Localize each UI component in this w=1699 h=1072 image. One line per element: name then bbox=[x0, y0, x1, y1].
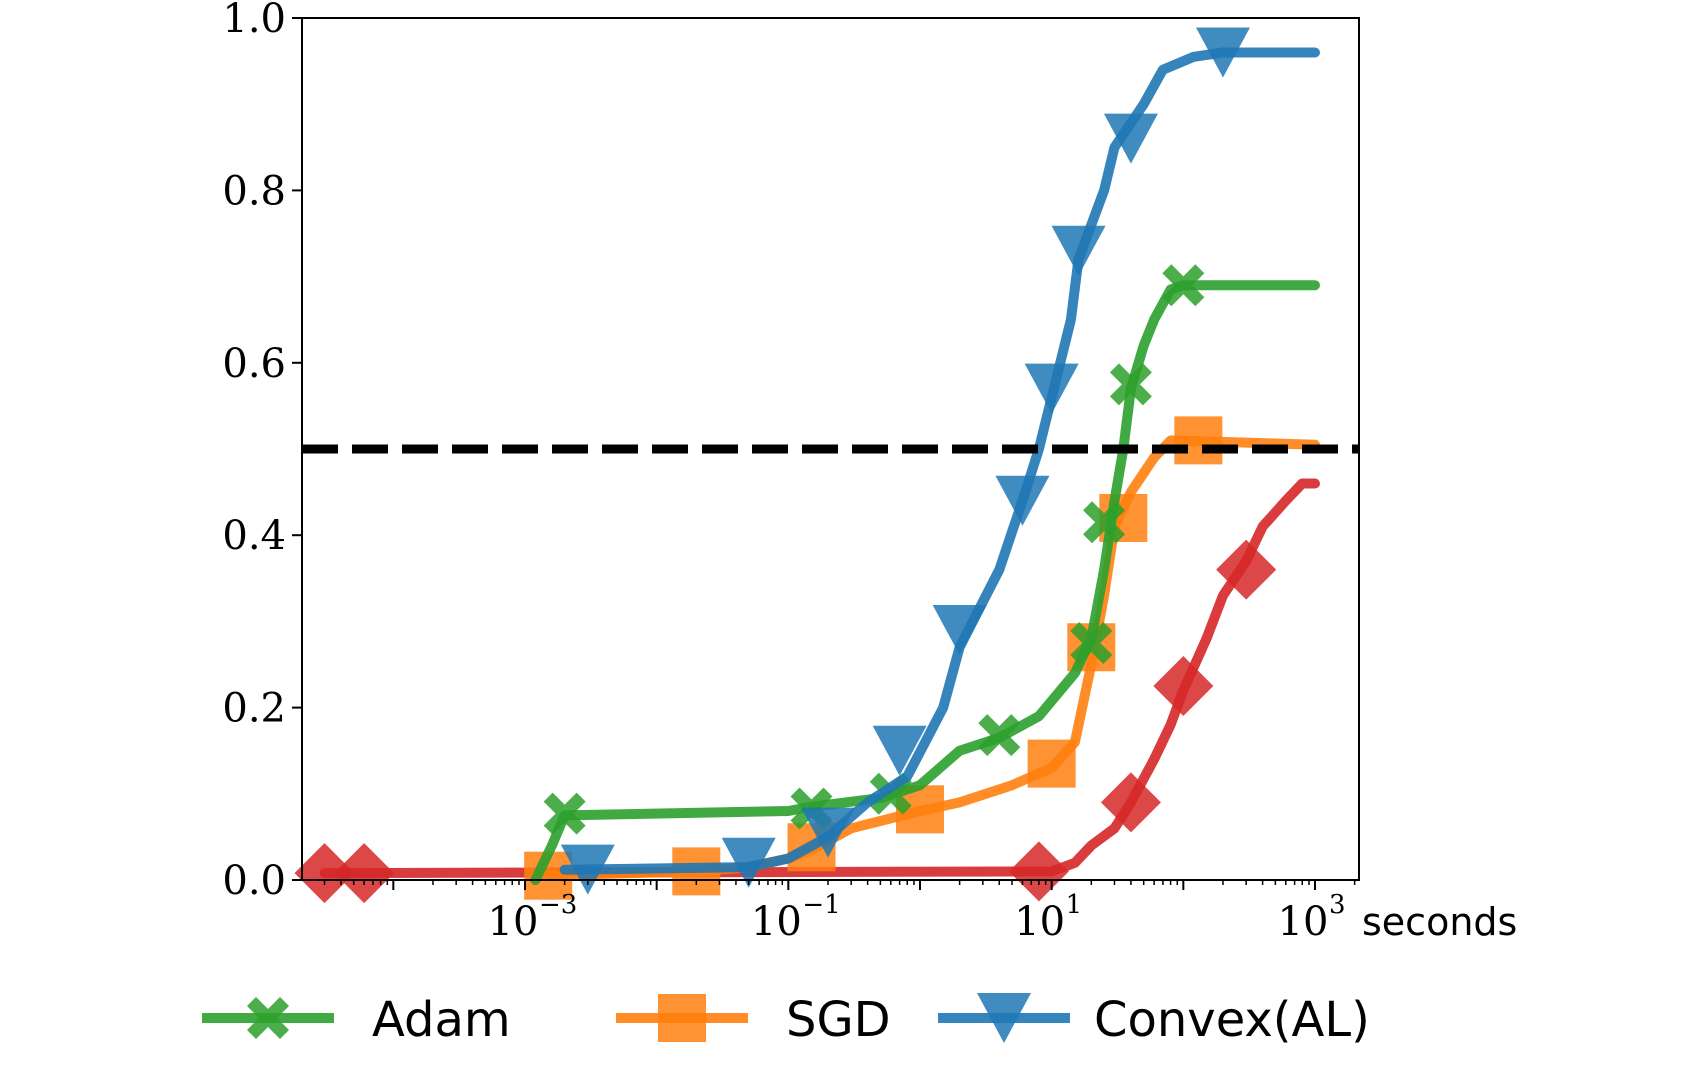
y-tick-label: 0.8 bbox=[222, 168, 286, 214]
x-axis-unit-label: seconds bbox=[1362, 900, 1517, 944]
series-series-4 bbox=[294, 478, 1320, 904]
data-point-convex-al-1 bbox=[560, 844, 615, 895]
data-point-series-4-2 bbox=[334, 843, 395, 904]
data-point-adam-5 bbox=[1070, 621, 1113, 664]
y-tick-label: 0.0 bbox=[222, 858, 286, 904]
x-tick-label: 10 1 bbox=[1014, 890, 1082, 945]
data-point-adam-7 bbox=[1109, 363, 1152, 406]
legend-item-sgd: SGD bbox=[616, 992, 891, 1048]
data-point-adam-1 bbox=[543, 792, 586, 835]
legend-marker bbox=[977, 993, 1031, 1043]
data-point-sgd-5 bbox=[1027, 739, 1076, 788]
data-point-series-4-4 bbox=[1100, 772, 1161, 833]
x-tick-label: 10 3 bbox=[1278, 890, 1346, 945]
data-point-convex-al-6 bbox=[995, 475, 1050, 526]
legend-item-adam: Adam bbox=[202, 992, 511, 1048]
series-convex-al bbox=[559, 27, 1320, 895]
data-point-convex-al-5 bbox=[932, 605, 987, 656]
x-tick-base: 10 bbox=[488, 899, 539, 945]
x-tick-base: 10 bbox=[1014, 899, 1065, 945]
y-tick-label: 0.6 bbox=[222, 341, 286, 387]
data-point-series-4-1 bbox=[294, 843, 355, 904]
legend-label: Convex(AL) bbox=[1094, 992, 1370, 1048]
x-tick-exponent: −1 bbox=[802, 890, 840, 920]
data-point-convex-al-7 bbox=[1024, 363, 1079, 414]
axis-layer: 0.00.20.40.60.81.010 −3 10 −1 10 1 10 3 bbox=[222, 0, 1356, 945]
series-line-adam bbox=[530, 280, 1320, 885]
x-tick-base: 10 bbox=[1278, 899, 1329, 945]
data-point-convex-al-10 bbox=[1195, 27, 1250, 78]
legend: Adam SGD Convex(AL) bbox=[202, 992, 1370, 1048]
data-point-convex-al-8 bbox=[1051, 225, 1106, 276]
data-point-adam-4 bbox=[978, 714, 1021, 757]
data-point-convex-al-3 bbox=[800, 807, 855, 858]
legend-marker bbox=[247, 997, 289, 1039]
legend-marker bbox=[658, 994, 706, 1042]
x-tick-exponent: −3 bbox=[539, 890, 577, 920]
x-tick-exponent: 3 bbox=[1329, 890, 1346, 920]
legend-label: Adam bbox=[372, 992, 511, 1048]
legend-label: SGD bbox=[786, 992, 891, 1048]
data-point-adam-6 bbox=[1083, 501, 1126, 544]
data-point-series-4-5 bbox=[1153, 656, 1214, 717]
legend-item-convex-al: Convex(AL) bbox=[938, 992, 1370, 1048]
data-point-series-4-3 bbox=[1008, 841, 1069, 902]
data-point-series-4-6 bbox=[1216, 539, 1277, 600]
plot-frame bbox=[301, 17, 1360, 881]
data-point-convex-al-9 bbox=[1103, 113, 1158, 164]
series-layer bbox=[294, 27, 1320, 904]
data-point-convex-al-4 bbox=[872, 725, 927, 776]
x-tick-label: 10 −3 bbox=[488, 890, 578, 945]
y-tick-label: 0.2 bbox=[222, 686, 286, 732]
data-point-adam-8 bbox=[1162, 264, 1205, 307]
data-point-convex-al-2 bbox=[721, 837, 776, 888]
x-tick-label: 10 −1 bbox=[751, 890, 841, 945]
y-tick-label: 0.4 bbox=[222, 513, 286, 559]
data-point-sgd-8 bbox=[1174, 416, 1223, 465]
x-tick-exponent: 1 bbox=[1066, 890, 1083, 920]
x-tick-base: 10 bbox=[751, 899, 802, 945]
y-tick-label: 1.0 bbox=[222, 0, 286, 42]
